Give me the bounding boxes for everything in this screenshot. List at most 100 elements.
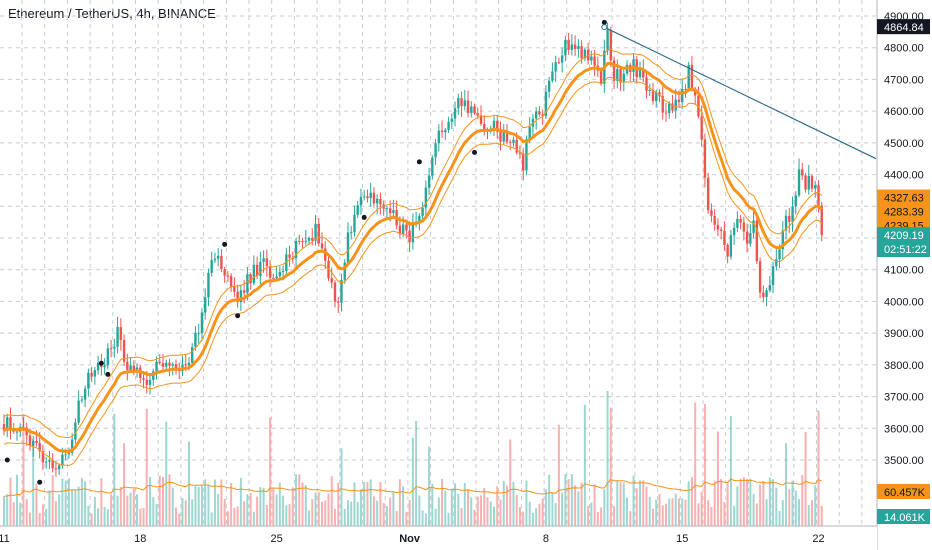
candle-body[interactable] <box>719 229 723 231</box>
candle-body[interactable] <box>470 106 473 113</box>
candle-body[interactable] <box>771 266 775 286</box>
candle-body[interactable] <box>48 460 51 462</box>
candle-body[interactable] <box>411 221 415 243</box>
candle-body[interactable] <box>434 143 437 158</box>
candle-body[interactable] <box>210 260 213 273</box>
candle-body[interactable] <box>668 103 671 114</box>
candle-body[interactable] <box>168 362 171 366</box>
candle-body[interactable] <box>61 454 64 466</box>
candle-body[interactable] <box>226 275 230 277</box>
candle-body[interactable] <box>171 364 174 366</box>
candle-body[interactable] <box>233 286 236 292</box>
candle-body[interactable] <box>262 258 265 262</box>
candle-body[interactable] <box>703 139 707 178</box>
candle-body[interactable] <box>216 255 220 259</box>
candle-body[interactable] <box>298 241 301 243</box>
candle-body[interactable] <box>106 348 110 366</box>
candle-body[interactable] <box>38 443 41 452</box>
candle-body[interactable] <box>229 275 233 287</box>
candle-body[interactable] <box>612 60 616 81</box>
candle-body[interactable] <box>388 208 392 214</box>
candle-body[interactable] <box>739 218 742 223</box>
candle-body[interactable] <box>664 112 668 114</box>
candle-body[interactable] <box>609 29 613 61</box>
candle-body[interactable] <box>538 111 541 115</box>
candle-body[interactable] <box>745 231 749 244</box>
candle-body[interactable] <box>716 224 720 230</box>
candle-body[interactable] <box>213 258 217 261</box>
candle-body[interactable] <box>622 73 625 83</box>
candle-body[interactable] <box>294 241 298 259</box>
candle-body[interactable] <box>320 243 324 249</box>
candle-body[interactable] <box>632 59 635 72</box>
candle-body[interactable] <box>778 249 781 260</box>
candle-body[interactable] <box>726 244 729 257</box>
candle-body[interactable] <box>255 264 259 276</box>
candle-body[interactable] <box>70 439 74 453</box>
candle-body[interactable] <box>317 223 320 244</box>
candle-body[interactable] <box>311 237 314 241</box>
candle-body[interactable] <box>113 346 116 349</box>
candle-body[interactable] <box>642 68 645 78</box>
candle-body[interactable] <box>551 71 554 81</box>
candle-body[interactable] <box>567 39 570 50</box>
candle-body[interactable] <box>518 152 522 154</box>
candle-body[interactable] <box>398 225 402 234</box>
candle-body[interactable] <box>817 185 820 206</box>
candle-body[interactable] <box>794 195 797 207</box>
candle-body[interactable] <box>684 89 687 91</box>
candle-body[interactable] <box>583 49 587 59</box>
candle-body[interactable] <box>723 230 726 245</box>
candle-body[interactable] <box>577 46 580 49</box>
candle-body[interactable] <box>203 297 207 313</box>
trendline[interactable] <box>604 26 877 160</box>
candle-body[interactable] <box>41 451 45 463</box>
candle-body[interactable] <box>109 348 113 350</box>
candle-body[interactable] <box>421 207 424 216</box>
candle-body[interactable] <box>638 68 642 78</box>
candle-body[interactable] <box>752 220 755 234</box>
candle-body[interactable] <box>560 55 564 63</box>
candle-body[interactable] <box>236 291 239 303</box>
candle-body[interactable] <box>509 141 512 143</box>
candle-body[interactable] <box>791 206 794 222</box>
candle-body[interactable] <box>408 230 411 243</box>
trendline-layer[interactable] <box>601 24 877 160</box>
candle-body[interactable] <box>457 98 460 109</box>
candle-body[interactable] <box>700 116 703 140</box>
candle-body[interactable] <box>732 227 736 236</box>
candle-body[interactable] <box>749 233 752 244</box>
candle-body[interactable] <box>301 241 304 243</box>
candle-body[interactable] <box>515 139 518 153</box>
candle-body[interactable] <box>87 372 90 389</box>
candle-body[interactable] <box>57 465 61 470</box>
candle-body[interactable] <box>142 378 145 380</box>
candle-body[interactable] <box>784 215 788 231</box>
candle-body[interactable] <box>265 258 269 267</box>
candle-body[interactable] <box>804 175 807 190</box>
candle-body[interactable] <box>220 255 223 270</box>
candle-body[interactable] <box>570 44 574 50</box>
candle-body[interactable] <box>223 269 226 276</box>
candle-body[interactable] <box>324 248 327 261</box>
candle-body[interactable] <box>564 39 567 56</box>
candle-body[interactable] <box>476 113 479 116</box>
candle-body[interactable] <box>706 177 710 211</box>
candle-body[interactable] <box>330 278 333 283</box>
candle-body[interactable] <box>392 209 395 214</box>
candle-body[interactable] <box>93 370 97 377</box>
candle-body[interactable] <box>375 198 379 204</box>
candle-body[interactable] <box>122 339 126 362</box>
candle-body[interactable] <box>544 91 548 116</box>
candle-body[interactable] <box>440 130 444 133</box>
candle-body[interactable] <box>807 176 810 190</box>
candle-body[interactable] <box>496 120 499 132</box>
candle-body[interactable] <box>655 92 658 102</box>
candle-body[interactable] <box>80 399 84 401</box>
candle-body[interactable] <box>96 362 100 371</box>
candle-body[interactable] <box>158 361 161 363</box>
candle-body[interactable] <box>132 365 135 372</box>
candle-body[interactable] <box>252 264 256 284</box>
candle-body[interactable] <box>362 196 366 198</box>
